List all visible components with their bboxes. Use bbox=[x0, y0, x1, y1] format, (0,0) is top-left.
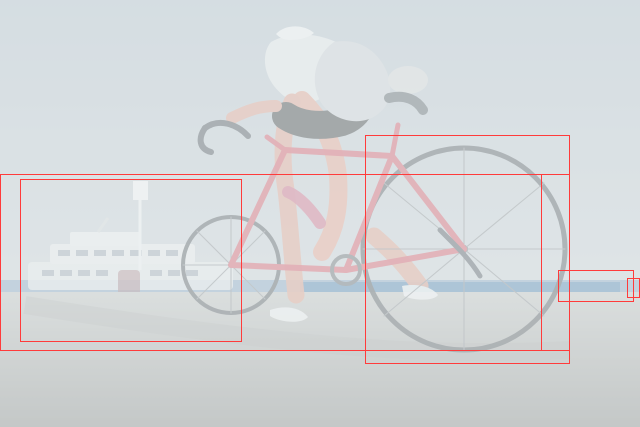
pavement bbox=[0, 292, 640, 427]
bicycle bbox=[181, 91, 568, 353]
cyclist bbox=[226, 26, 438, 322]
ferry bbox=[28, 217, 233, 298]
sign-board bbox=[133, 181, 148, 200]
